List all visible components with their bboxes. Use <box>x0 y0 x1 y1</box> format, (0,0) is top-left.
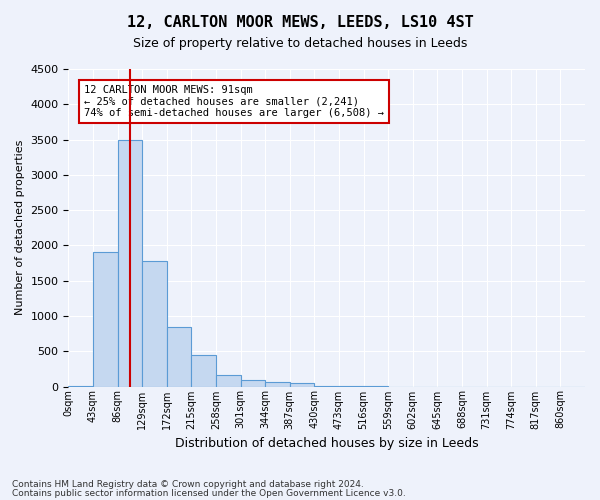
Y-axis label: Number of detached properties: Number of detached properties <box>15 140 25 316</box>
Text: 12, CARLTON MOOR MEWS, LEEDS, LS10 4ST: 12, CARLTON MOOR MEWS, LEEDS, LS10 4ST <box>127 15 473 30</box>
Bar <box>241 380 265 386</box>
X-axis label: Distribution of detached houses by size in Leeds: Distribution of detached houses by size … <box>175 437 479 450</box>
Bar <box>167 326 191 386</box>
Text: Contains public sector information licensed under the Open Government Licence v3: Contains public sector information licen… <box>12 489 406 498</box>
Bar <box>290 383 314 386</box>
Text: 12 CARLTON MOOR MEWS: 91sqm
← 25% of detached houses are smaller (2,241)
74% of : 12 CARLTON MOOR MEWS: 91sqm ← 25% of det… <box>84 85 384 118</box>
Bar <box>216 375 241 386</box>
Text: Contains HM Land Registry data © Crown copyright and database right 2024.: Contains HM Land Registry data © Crown c… <box>12 480 364 489</box>
Bar <box>265 382 290 386</box>
Bar <box>93 252 118 386</box>
Bar <box>118 140 142 386</box>
Bar <box>191 356 216 386</box>
Text: Size of property relative to detached houses in Leeds: Size of property relative to detached ho… <box>133 38 467 51</box>
Bar <box>142 261 167 386</box>
